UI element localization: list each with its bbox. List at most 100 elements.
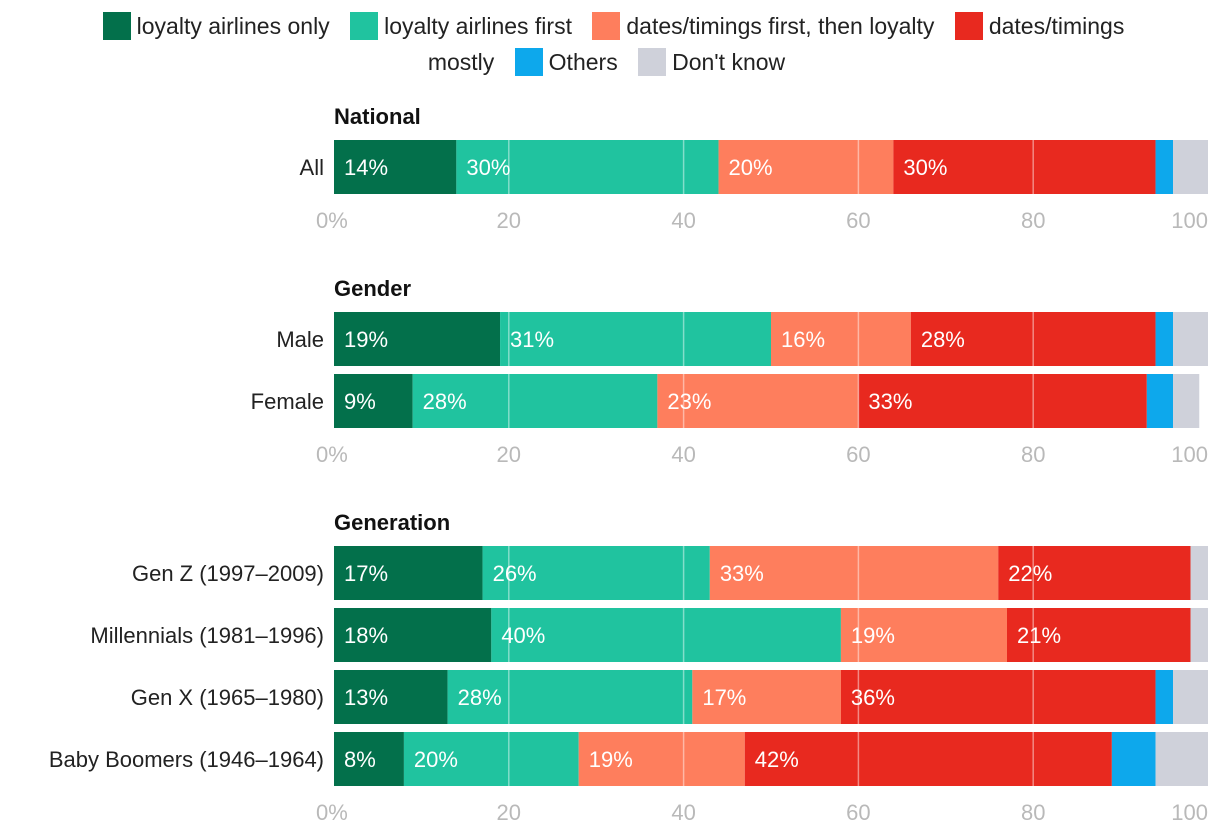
x-tick-label: 0% <box>316 208 348 233</box>
group-title-gender: Gender <box>334 276 411 301</box>
bar-value-label: 42% <box>755 747 799 772</box>
bar-value-label: 30% <box>466 155 510 180</box>
x-tick-label: 20 <box>497 208 521 233</box>
bar-segment-dates-timings-first-then-loyalty <box>718 140 894 194</box>
legend-item-others: Others <box>514 44 618 80</box>
bar-segment-don-t-know <box>1155 732 1208 786</box>
legend-item-dates-mostly: dates/timings <box>954 8 1124 44</box>
bar-value-label: 31% <box>510 327 554 352</box>
bar-segment-dates-timings-first-then-loyalty <box>771 312 911 366</box>
bar-segment-dates-timings-first-then-loyalty <box>657 374 859 428</box>
bar-segment-others <box>1146 374 1174 428</box>
bar-value-label: 21% <box>1017 623 1061 648</box>
bar-segment-others <box>1111 732 1156 786</box>
bar-value-label: 18% <box>344 623 388 648</box>
bar-segment-loyalty-airlines-first <box>412 374 658 428</box>
legend-label-part2: mostly <box>427 49 495 75</box>
bar-value-label: 28% <box>423 389 467 414</box>
row-label-baby-boomers-1946-1964: Baby Boomers (1946–1964) <box>49 747 324 772</box>
legend-label: loyalty airlines only <box>136 13 330 39</box>
legend-label: dates/timings first, then loyalty <box>626 13 935 39</box>
x-tick-label: 100 <box>1171 800 1208 825</box>
bar-value-label: 20% <box>729 155 773 180</box>
chart-legend: loyalty airlines only loyalty airlines f… <box>0 8 1220 80</box>
bar-segment-dates-timings-mostly <box>998 546 1191 600</box>
bar-value-label: 20% <box>414 747 458 772</box>
x-tick-label: 0% <box>316 800 348 825</box>
legend-swatch <box>954 12 983 40</box>
bar-segment-dates-timings-mostly <box>744 732 1112 786</box>
row-label-all: All <box>300 155 324 180</box>
bar-value-label: 14% <box>344 155 388 180</box>
legend-swatch <box>102 12 131 40</box>
legend-label: Don't know <box>672 49 786 75</box>
bar-segment-don-t-know <box>1173 374 1200 428</box>
bar-value-label: 30% <box>903 155 947 180</box>
x-tick-label: 80 <box>1021 208 1045 233</box>
x-tick-label: 20 <box>497 442 521 467</box>
bar-value-label: 9% <box>344 389 376 414</box>
bar-segment-dates-timings-first-then-loyalty <box>840 608 1007 662</box>
bar-value-label: 16% <box>781 327 825 352</box>
bar-value-label: 17% <box>344 561 388 586</box>
bar-segment-dates-timings-mostly <box>910 312 1156 366</box>
x-tick-label: 0% <box>316 442 348 467</box>
bar-value-label: 19% <box>589 747 633 772</box>
legend-item-loyalty-only: loyalty airlines only <box>102 8 330 44</box>
legend-swatch <box>638 48 667 76</box>
legend-item-dont-know: Don't know <box>638 44 785 80</box>
bar-segment-dates-timings-mostly <box>858 374 1147 428</box>
bar-value-label: 33% <box>868 389 912 414</box>
row-label-male: Male <box>276 327 324 352</box>
bar-value-label: 33% <box>720 561 764 586</box>
bar-segment-loyalty-airlines-first <box>456 140 719 194</box>
bar-segment-don-t-know <box>1173 670 1208 724</box>
bar-segment-dates-timings-first-then-loyalty <box>709 546 999 600</box>
legend-label: Others <box>548 49 618 75</box>
group-title-national: National <box>334 104 421 129</box>
bar-segment-loyalty-airlines-first <box>500 312 771 366</box>
row-label-millennials-1981-1996: Millennials (1981–1996) <box>90 623 324 648</box>
bar-segment-loyalty-airlines-only <box>334 546 483 600</box>
legend-label: loyalty airlines first <box>384 13 572 39</box>
bar-segment-loyalty-airlines-first <box>491 608 841 662</box>
x-tick-label: 60 <box>846 800 870 825</box>
bar-value-label: 40% <box>501 623 545 648</box>
bar-value-label: 13% <box>344 685 388 710</box>
row-label-gen-x-1965-1980: Gen X (1965–1980) <box>131 685 324 710</box>
bar-value-label: 22% <box>1008 561 1052 586</box>
bar-segment-loyalty-airlines-only <box>334 312 501 366</box>
bar-segment-loyalty-airlines-first <box>403 732 579 786</box>
x-tick-label: 80 <box>1021 442 1045 467</box>
bar-value-label: 8% <box>344 747 376 772</box>
x-tick-label: 20 <box>497 800 521 825</box>
legend-swatch <box>514 48 543 76</box>
bar-segment-dates-timings-mostly <box>840 670 1156 724</box>
bar-segment-don-t-know <box>1190 546 1208 600</box>
x-tick-label: 40 <box>671 442 695 467</box>
bar-segment-loyalty-airlines-first <box>482 546 710 600</box>
bar-segment-don-t-know <box>1190 608 1208 662</box>
bar-value-label: 26% <box>493 561 537 586</box>
bar-value-label: 19% <box>344 327 388 352</box>
legend-item-dates-mostly-cont: mostly <box>428 44 494 80</box>
bar-segment-loyalty-airlines-only <box>334 732 404 786</box>
bar-segment-loyalty-airlines-only <box>334 608 492 662</box>
row-label-gen-z-1997-2009: Gen Z (1997–2009) <box>132 561 324 586</box>
bar-segment-others <box>1155 140 1174 194</box>
bar-value-label: 28% <box>921 327 965 352</box>
bar-segment-dates-timings-mostly <box>893 140 1156 194</box>
bar-segment-don-t-know <box>1173 312 1208 366</box>
legend-swatch <box>592 12 621 40</box>
group-title-generation: Generation <box>334 510 450 535</box>
x-tick-label: 100 <box>1171 442 1208 467</box>
bar-value-label: 17% <box>702 685 746 710</box>
x-tick-label: 40 <box>671 800 695 825</box>
row-label-female: Female <box>251 389 324 414</box>
bar-segment-loyalty-airlines-only <box>334 670 448 724</box>
bar-segment-others <box>1155 670 1174 724</box>
bar-segment-loyalty-airlines-only <box>334 140 457 194</box>
bar-segment-don-t-know <box>1173 140 1208 194</box>
bar-value-label: 28% <box>458 685 502 710</box>
